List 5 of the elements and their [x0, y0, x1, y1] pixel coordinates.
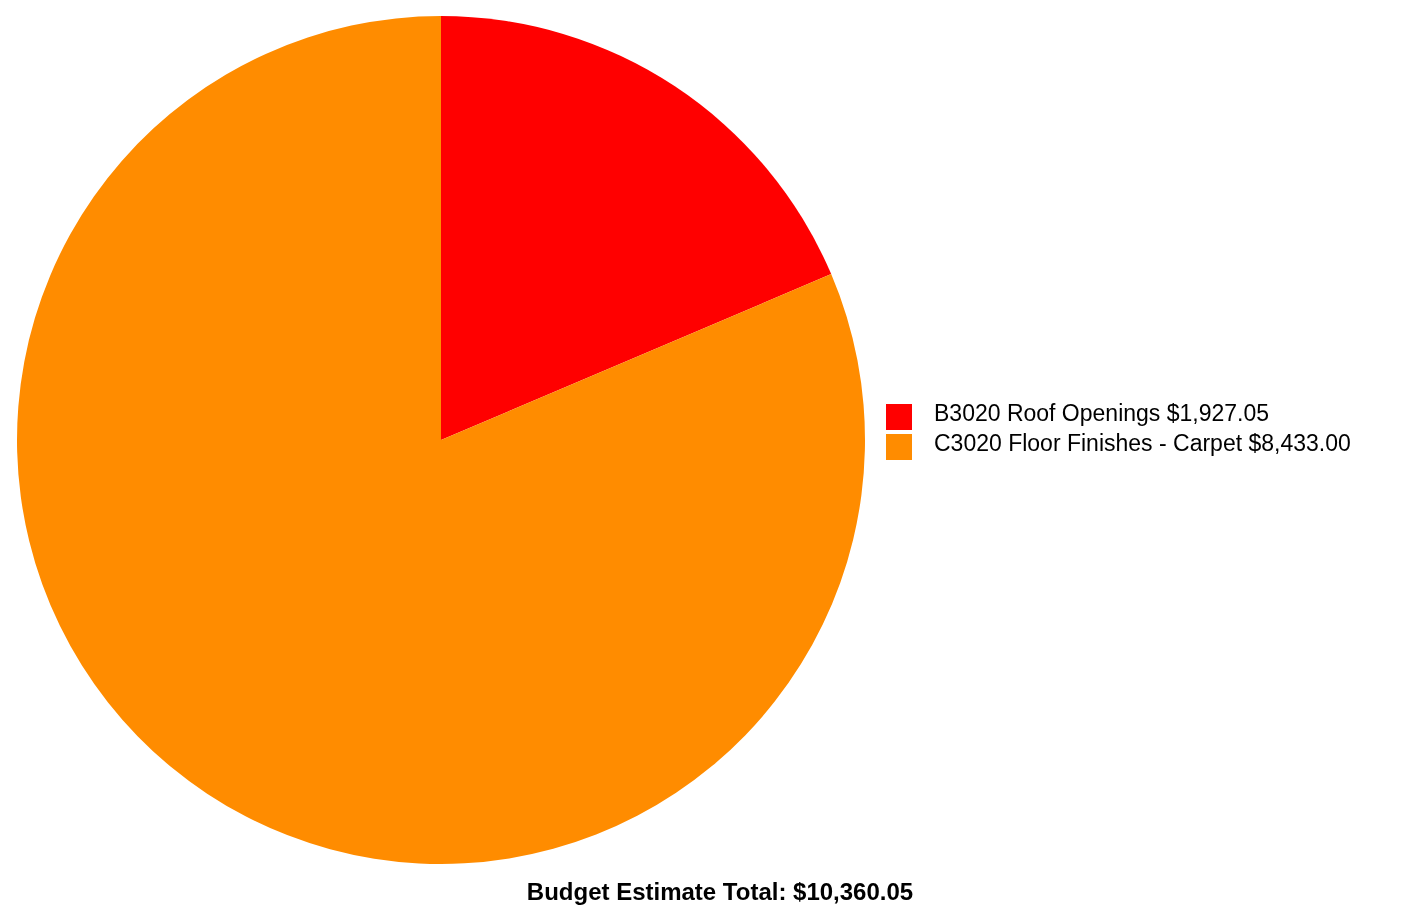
text: Budget Estimate Total: $10,360.05 [525, 878, 915, 906]
legend-label: C3020 Floor Finishes - Carpet $8,433.00 [934, 429, 1351, 456]
pie-slice [441, 16, 832, 440]
pie-slice [17, 16, 865, 864]
legend-label: B3020 Roof Openings $1,927.05 [934, 400, 1270, 426]
